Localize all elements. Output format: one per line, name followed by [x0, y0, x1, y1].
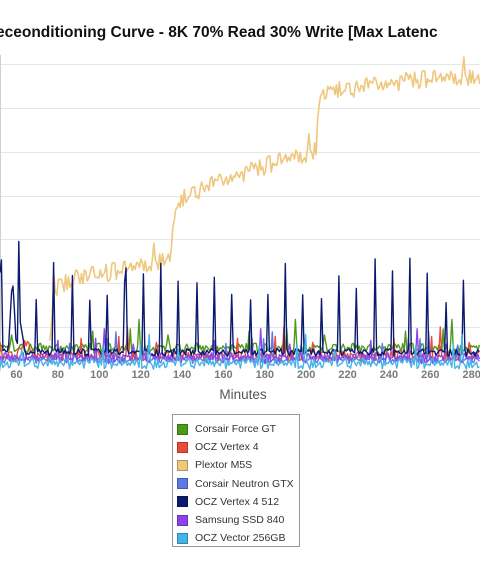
x-tick-label: 60: [10, 369, 22, 381]
legend-label: Samsung SSD 840: [195, 514, 285, 527]
x-tick-label: 160: [214, 369, 232, 381]
series-layer: [0, 56, 480, 370]
series-line: [0, 240, 480, 357]
legend-label: OCZ Vertex 4: [195, 441, 259, 454]
legend: Corsair Force GT OCZ Vertex 4 Plextor M5S C…: [172, 414, 300, 547]
legend-label: Corsair Force GT: [195, 423, 277, 436]
legend-label: Plextor M5S: [195, 459, 253, 472]
legend-item: Samsung SSD 840: [177, 511, 299, 529]
series-line: [0, 328, 480, 365]
x-tick-label: 80: [52, 369, 64, 381]
legend-item: OCZ Vertex 4: [177, 438, 299, 456]
x-tick-label: 100: [90, 369, 108, 381]
x-tick-label: 220: [338, 369, 356, 381]
x-tick-label: 280: [463, 369, 480, 381]
legend-swatch: [177, 514, 188, 526]
legend-swatch: [177, 441, 188, 453]
legend-swatch: [177, 478, 188, 490]
legend-swatch: [177, 532, 188, 544]
legend-swatch: [177, 459, 188, 471]
series-line: [48, 56, 480, 341]
x-tick-label: 200: [297, 369, 315, 381]
legend-swatch: [177, 496, 188, 508]
x-tick-label: 120: [132, 369, 150, 381]
legend-item: OCZ Vertex 4 512: [177, 493, 299, 511]
legend-label: Corsair Neutron GTX: [195, 477, 294, 490]
x-tick-label: 240: [380, 369, 398, 381]
legend-swatch: [177, 423, 188, 435]
legend-item: Corsair Neutron GTX: [177, 475, 299, 493]
chart-title: eceonditioning Curve - 8K 70% Read 30% W…: [0, 24, 438, 41]
series-line: [0, 333, 480, 370]
legend-label: OCZ Vertex 4 512: [195, 495, 280, 508]
x-tick-label: 140: [173, 369, 191, 381]
x-tick-label: 260: [421, 369, 439, 381]
x-axis-title: Minutes: [219, 387, 267, 402]
legend-item: OCZ Vector 256GB: [177, 529, 299, 547]
x-tick-label: 180: [256, 369, 274, 381]
legend-label: OCZ Vector 256GB: [195, 532, 286, 545]
gridlines: [0, 64, 480, 328]
x-axis-ticks: 60 80 100 120 140 160 180 200 220 240 260 280: [10, 369, 480, 381]
legend-item: Corsair Force GT: [177, 420, 299, 438]
legend-item: Plextor M5S: [177, 456, 299, 474]
